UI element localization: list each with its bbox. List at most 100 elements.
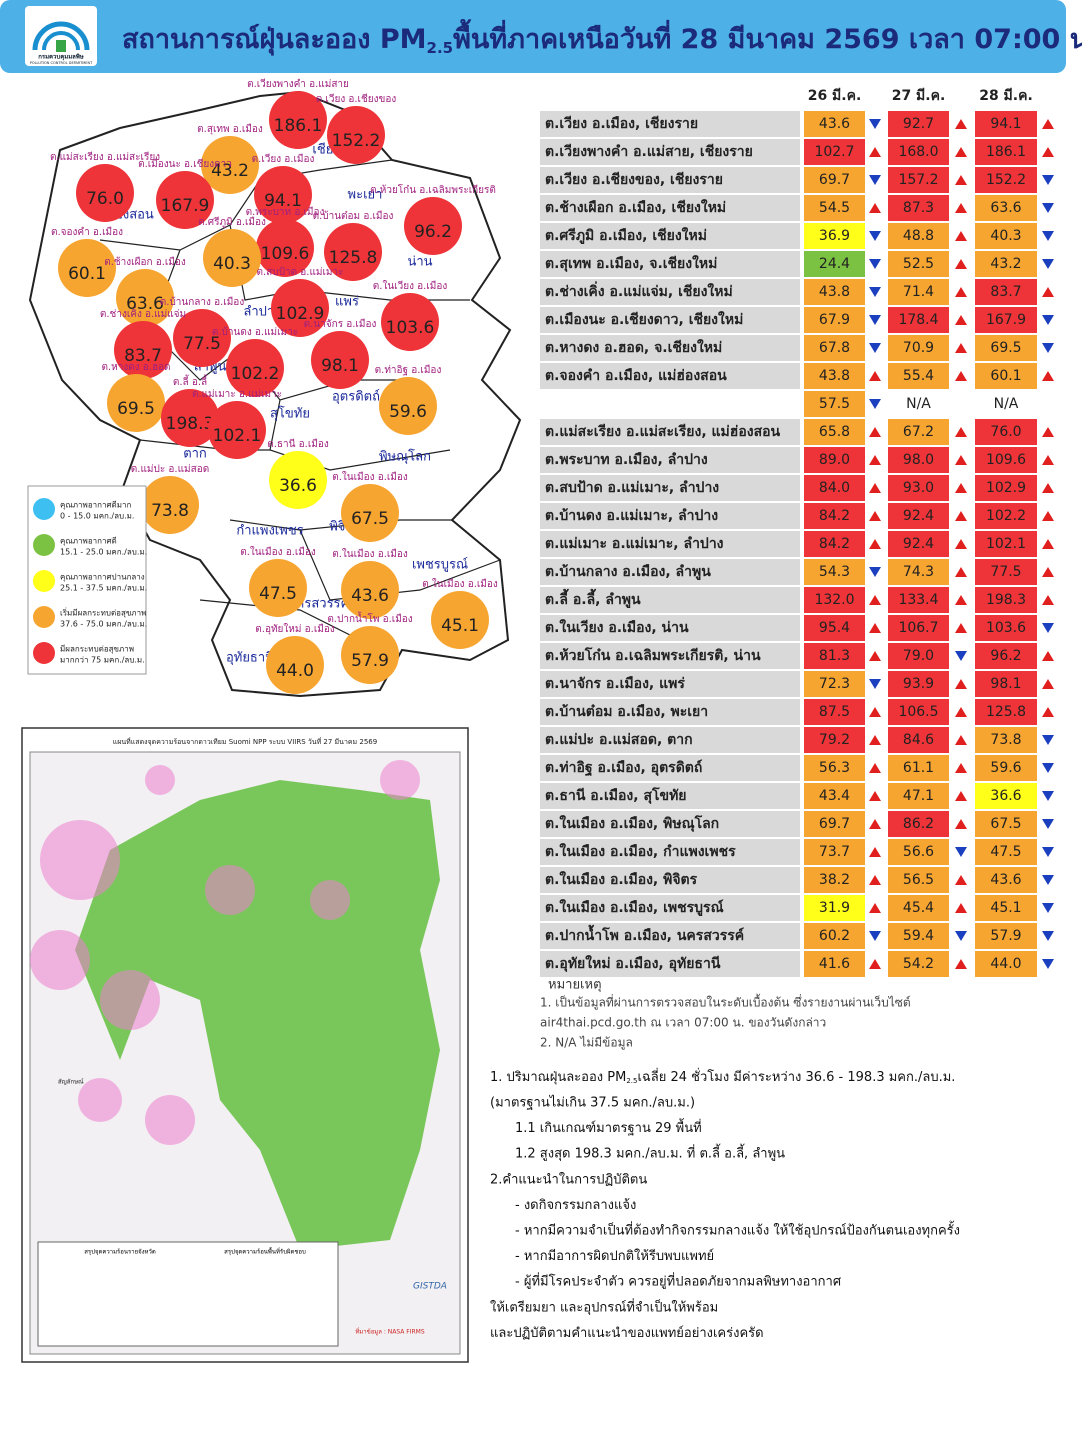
trend-arrow: [869, 791, 881, 801]
province-name: เพชรบูรณ์: [412, 557, 468, 573]
value-cell: [888, 251, 949, 277]
station-name: ต.บ้านต๋อม อ.เมือง, พะเยา: [545, 704, 708, 720]
station-cell: [540, 727, 800, 753]
trend-arrow: [869, 175, 881, 185]
station-marker: [208, 401, 266, 459]
trend-arrow: [1042, 679, 1054, 689]
value-cell: [888, 195, 949, 221]
value-cell: [804, 727, 865, 753]
pm-value: N/A: [906, 396, 931, 412]
summary-line: 1.2 สูงสุด 198.3 มคก./ลบ.ม. ที่ ต.ลี้ อ.…: [515, 1144, 785, 1162]
station-cell: [540, 503, 800, 529]
header-bar: [0, 0, 1066, 73]
value-cell: [804, 587, 865, 613]
province-name: แพร่: [335, 295, 359, 310]
value-cell: [804, 139, 865, 165]
trend-arrow: [955, 231, 967, 241]
station-label: ต.หางดง อ.ฮอด: [101, 362, 170, 373]
station-marker: [256, 219, 314, 277]
station-name: ต.ท่าอิฐ อ.เมือง, อุตรดิตถ์: [545, 759, 702, 777]
station-cell: [540, 951, 800, 977]
trend-arrow: [869, 119, 881, 129]
value-cell: [975, 139, 1037, 165]
station-name: ต.ในเมือง อ.เมือง, กำแพงเพชร: [545, 842, 736, 860]
title-rest: พื้นที่ภาคเหนือวันที่ 28 มีนาคม 2569 เวล…: [453, 18, 1082, 55]
trend-arrow: [955, 735, 967, 745]
station-cell: [540, 867, 800, 893]
value-cell: [888, 307, 949, 333]
value-cell: [975, 559, 1037, 585]
station-marker: [341, 561, 399, 619]
trend-arrow: [955, 427, 967, 437]
station-name: ต.ปากน้ำโพ อ.เมือง, นครสวรรค์: [545, 924, 744, 944]
trend-arrow: [869, 343, 881, 353]
pm-value: 102.9: [986, 480, 1026, 496]
trend-arrow: [1042, 455, 1054, 465]
trend-arrow: [869, 595, 881, 605]
trend-arrow: [1042, 511, 1054, 521]
trend-arrow: [1042, 371, 1054, 381]
pm-value: 102.2: [986, 508, 1026, 524]
note-line: air4thai.pcd.go.th ณ เวลา 07:00 น. ของวั…: [540, 1016, 826, 1030]
trend-arrow: [955, 931, 967, 941]
station-name: ต.บ้านกลาง อ.เมือง, ลำพูน: [545, 564, 711, 580]
station-value: 67.5: [351, 509, 389, 529]
pm-value: 43.2: [990, 256, 1021, 272]
station-value: 60.1: [68, 264, 106, 284]
pm-value: 87.5: [819, 704, 850, 720]
summary-prefix: 1. ปริมาณฝุ่นละออง PM: [490, 1070, 626, 1085]
value-cell: [975, 587, 1037, 613]
value-cell: [804, 307, 865, 333]
trend-arrow: [955, 623, 967, 633]
value-cell: [975, 811, 1037, 837]
legend-swatch: [33, 570, 55, 592]
title-sub: 2.5: [427, 39, 454, 57]
legend-range: 15.1 - 25.0 มคก./ลบ.ม.: [60, 548, 147, 557]
trend-arrow: [1042, 595, 1054, 605]
station-label: ต.ศรีภูมิ อ.เมือง: [198, 216, 266, 228]
trend-arrow: [869, 959, 881, 969]
station-label: ต.นาจักร อ.เมือง: [304, 318, 377, 330]
pm-value: 103.6: [986, 620, 1026, 636]
station-marker: [107, 374, 165, 432]
station-name: ต.หางดง อ.ฮอด, จ.เชียงใหม่: [545, 338, 722, 356]
station-marker: [311, 331, 369, 389]
station-value: 40.3: [213, 254, 251, 274]
station-marker: [156, 171, 214, 229]
station-value: 43.2: [211, 161, 249, 181]
trend-arrow: [869, 875, 881, 885]
legend-range: 25.1 - 37.5 มคก./ลบ.ม.: [60, 584, 147, 593]
org-name-en: POLLUTION CONTROL DEPARTMENT: [30, 61, 93, 65]
pm-value: 72.3: [819, 676, 850, 692]
station-label: ต.ในเมือง อ.เมือง: [332, 471, 408, 483]
station-value: 83.7: [124, 346, 162, 366]
value-cell: [804, 167, 865, 193]
province-name: อุตรดิตถ์: [332, 389, 380, 405]
trend-arrow: [1042, 819, 1054, 829]
pm-value: 47.1: [903, 788, 934, 804]
data-source: ที่มาข้อมูล : NASA FIRMS: [355, 1328, 425, 1336]
trend-arrow: [869, 259, 881, 269]
pm-value: 84.0: [819, 480, 850, 496]
pm-value: 152.2: [986, 172, 1026, 188]
station-marker: [58, 239, 116, 297]
value-cell: [975, 895, 1037, 921]
trend-arrow: [955, 651, 967, 661]
value-cell: [888, 755, 949, 781]
notes-title: หมายเหตุ: [548, 978, 602, 993]
pm-value: 47.5: [990, 844, 1021, 860]
trend-arrow: [1042, 119, 1054, 129]
station-label: ต.บ้านดง อ.แม่เมาะ: [212, 326, 298, 338]
station-label: ต.อุทัยใหม่ อ.เมือง: [255, 623, 335, 635]
station-label: ต.ช้างเผือก อ.เมือง: [104, 256, 186, 268]
legend-range: 37.6 - 75.0 มคก./ลบ.ม.: [60, 620, 147, 629]
pm-value: 57.9: [990, 928, 1021, 944]
legend-label: คุณภาพอากาศดี: [60, 537, 117, 546]
value-cell: [888, 699, 949, 725]
trend-arrow: [869, 735, 881, 745]
value-cell: [804, 951, 865, 977]
value-cell: [804, 335, 865, 361]
satellite-title: แผนที่แสดงจุดความร้อนจากดาวเทียม Suomi N…: [113, 737, 377, 746]
pm-value: 45.4: [903, 900, 934, 916]
